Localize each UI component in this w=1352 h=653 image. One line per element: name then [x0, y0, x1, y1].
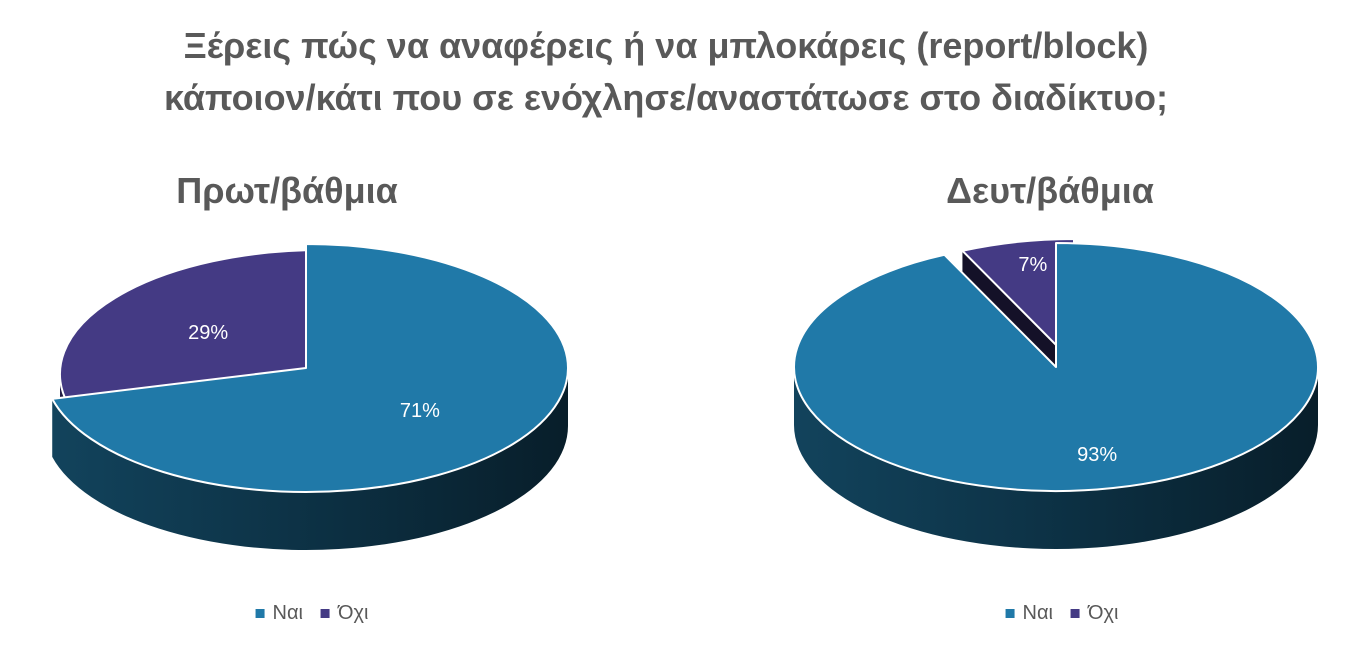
pie-slice-ochi-top — [59, 249, 323, 406]
legend-swatch-nai — [255, 609, 265, 618]
pie-chart-secondary: 7% 93% Δευτ/βάθμια Ναι Όχι — [676, 0, 1352, 653]
pie-slice-nai-top — [51, 243, 569, 493]
pie-chart-primary: 29% 71% Πρωτ/βάθμια Ναι Όχι — [51, 170, 569, 625]
pie-slice-nai-side — [52, 368, 569, 550]
legend-item-ochi: Όχι — [1071, 602, 1118, 625]
chart-title-secondary: Δευτ/βάθμια — [946, 170, 1154, 211]
legend-swatch-nai — [1005, 609, 1015, 618]
pie-slice-nai-label: 71% — [400, 400, 440, 422]
chart-title-primary: Πρωτ/βάθμια — [176, 170, 398, 211]
legend-item-nai: Ναι — [255, 602, 304, 625]
page-title-line-1: Ξέρεις πώς να αναφέρεις ή να μπλοκάρεις … — [183, 25, 1149, 66]
page-title-line-2: κάποιον/κάτι που σε ενόχλησε/αναστάτωσε … — [164, 77, 1168, 118]
pie-labels: 29% 71% — [188, 322, 440, 422]
pie-tops — [793, 238, 1319, 492]
legend-label-nai: Ναι — [1022, 602, 1054, 624]
pie-slice-nai-label: 93% — [1077, 444, 1117, 466]
legend-label-ochi: Όχι — [338, 602, 369, 624]
legend-swatch-ochi — [321, 609, 331, 618]
pie-slice-ochi-label: 29% — [188, 322, 228, 344]
legend-item-nai: Ναι — [1005, 602, 1054, 625]
pie-chart-primary-svg: 29% 71% — [51, 243, 569, 550]
legend-item-ochi: Όχι — [321, 602, 368, 625]
legend-secondary: Ναι Όχι — [1005, 602, 1118, 625]
legend-label-nai: Ναι — [272, 602, 304, 624]
pie-tops — [51, 243, 569, 493]
pie-slice-ochi-label: 7% — [1018, 254, 1047, 276]
pie-chart-secondary-svg: 7% 93% — [793, 238, 1319, 549]
pie-slice-nai-top — [793, 242, 1319, 492]
legend-primary: Ναι Όχι — [255, 602, 368, 625]
legend-swatch-ochi — [1071, 609, 1081, 618]
legend-label-ochi: Όχι — [1088, 602, 1119, 624]
pie-labels: 7% 93% — [1018, 254, 1117, 466]
pie-slice-ochi-top — [961, 238, 1075, 364]
page-title: Ξέρεις πώς να αναφέρεις ή να μπλοκάρεις … — [0, 20, 1332, 124]
pie-slice-nai-side — [794, 367, 1318, 549]
